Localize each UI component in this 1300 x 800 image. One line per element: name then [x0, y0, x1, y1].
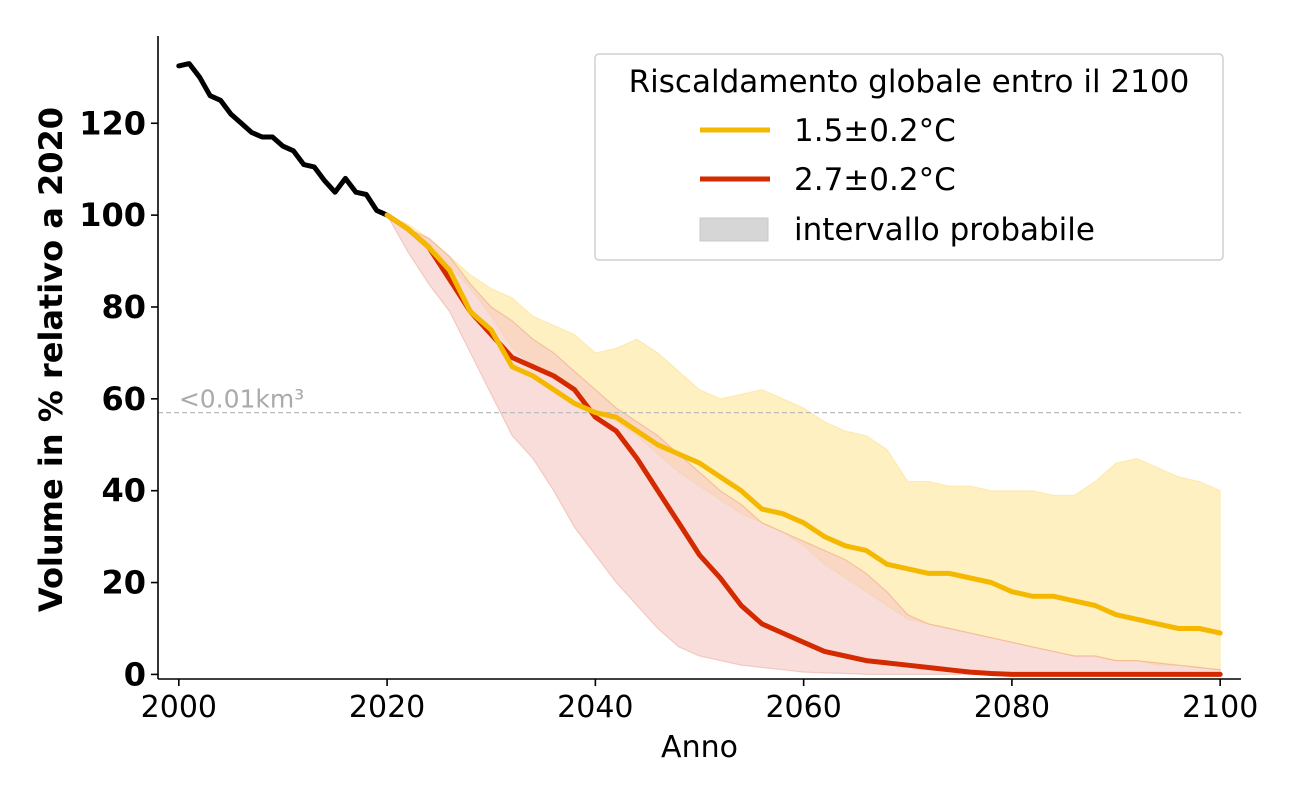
legend-label-2-7: 2.7±0.2°C	[794, 162, 956, 198]
line-1-5	[384, 212, 1223, 636]
series-lines	[176, 61, 1223, 677]
y-axis-ticks: 0 20 40 60 80 100 120	[79, 104, 158, 693]
uncertainty-bands	[386, 214, 1221, 676]
y-tick-label: 40	[101, 472, 146, 510]
legend-title: Riscaldamento globale entro il 2100	[629, 64, 1190, 100]
legend: Riscaldamento globale entro il 2100 1.5±…	[594, 53, 1224, 261]
legend-box	[594, 53, 1224, 261]
legend-swatch-range	[699, 217, 769, 242]
x-tick-label: 2000	[141, 690, 217, 725]
legend-label-1-5: 1.5±0.2°C	[794, 113, 956, 149]
x-tick-label: 2040	[557, 690, 633, 725]
y-tick-label: 20	[101, 564, 146, 602]
x-axis-ticks: 2000 2020 2040 2060 2080 2100	[141, 679, 1258, 725]
reference-line-label: <0.01km³	[179, 385, 304, 414]
x-tick-label: 2020	[349, 690, 425, 725]
legend-label-range: intervallo probabile	[794, 212, 1095, 248]
x-tick-label: 2080	[974, 690, 1050, 725]
x-axis-title: Anno	[661, 730, 738, 765]
y-tick-label: 120	[79, 104, 146, 142]
y-tick-label: 60	[101, 380, 146, 418]
line-historical	[176, 61, 390, 218]
line-2-7	[384, 212, 1223, 677]
x-tick-label: 2060	[765, 690, 841, 725]
y-axis-title: Volume in % relativo a 2020	[32, 107, 70, 612]
x-tick-label: 2100	[1182, 690, 1258, 725]
y-tick-label: 100	[79, 196, 146, 234]
y-tick-label: 80	[101, 288, 146, 326]
y-tick-label: 0	[124, 655, 146, 693]
